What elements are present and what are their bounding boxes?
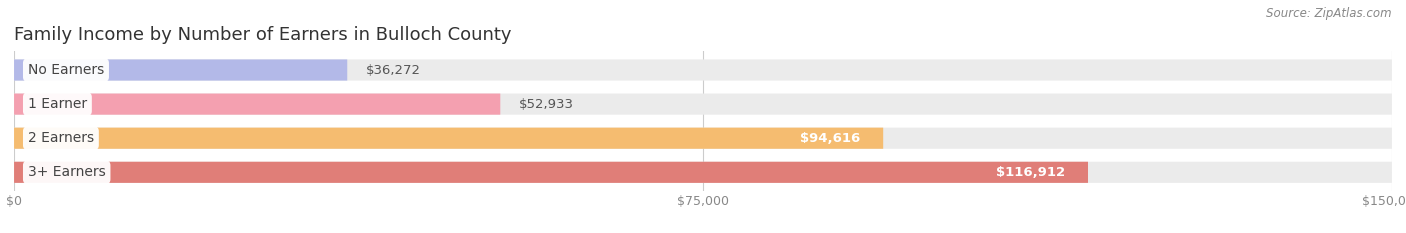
FancyBboxPatch shape	[14, 128, 1392, 149]
FancyBboxPatch shape	[14, 162, 1392, 183]
FancyBboxPatch shape	[14, 162, 1088, 183]
FancyBboxPatch shape	[14, 59, 347, 81]
FancyBboxPatch shape	[14, 93, 1392, 115]
Text: 2 Earners: 2 Earners	[28, 131, 94, 145]
Text: Family Income by Number of Earners in Bulloch County: Family Income by Number of Earners in Bu…	[14, 26, 512, 44]
Text: $52,933: $52,933	[519, 98, 574, 111]
Text: Source: ZipAtlas.com: Source: ZipAtlas.com	[1267, 7, 1392, 20]
Text: $116,912: $116,912	[995, 166, 1064, 179]
FancyBboxPatch shape	[14, 128, 883, 149]
FancyBboxPatch shape	[14, 93, 501, 115]
FancyBboxPatch shape	[14, 59, 1392, 81]
Text: 1 Earner: 1 Earner	[28, 97, 87, 111]
Text: $36,272: $36,272	[366, 64, 420, 76]
Text: $94,616: $94,616	[800, 132, 860, 145]
Text: 3+ Earners: 3+ Earners	[28, 165, 105, 179]
Text: No Earners: No Earners	[28, 63, 104, 77]
